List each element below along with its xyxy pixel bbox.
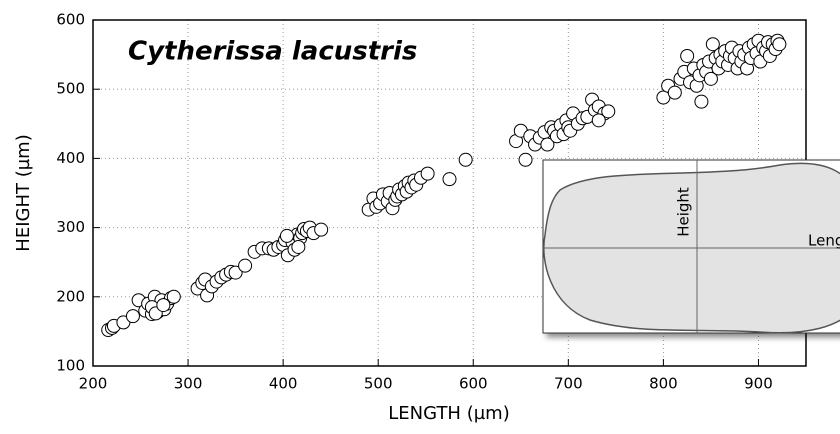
point [601, 104, 616, 119]
point [772, 37, 787, 52]
point [442, 172, 457, 187]
y-tick-label: 100 [56, 357, 85, 375]
chart-title: Cytherissa lacustris [128, 37, 417, 67]
x-tick-label: 300 [174, 375, 203, 393]
point [703, 71, 718, 86]
x-tick-label: 700 [554, 375, 583, 393]
point [705, 37, 720, 52]
x-tick-label: 900 [744, 375, 773, 393]
point [518, 152, 533, 167]
y-tick-label: 200 [56, 287, 85, 305]
y-tick-label: 400 [56, 149, 85, 167]
point [420, 166, 435, 181]
y-axis-label: HEIGHT (µm) [13, 134, 34, 251]
point [314, 222, 329, 237]
x-tick-label: 600 [459, 375, 488, 393]
point [279, 228, 294, 243]
x-axis-label: LENGTH (µm) [388, 403, 509, 424]
point [680, 48, 695, 63]
point [591, 113, 606, 128]
y-tick-label: 300 [56, 218, 85, 236]
x-tick-label: 400 [269, 375, 298, 393]
point [458, 152, 473, 167]
point [694, 94, 709, 109]
x-tick-label: 800 [649, 375, 678, 393]
y-tick-label: 600 [56, 11, 85, 29]
x-tick-label: 200 [79, 375, 108, 393]
point [540, 137, 555, 152]
point [228, 265, 243, 280]
point [238, 258, 253, 273]
point [125, 309, 140, 324]
point [667, 85, 682, 100]
x-tick-label: 500 [364, 375, 393, 393]
height-label: Height [675, 187, 693, 237]
inset: Height Length [542, 159, 840, 334]
point [166, 289, 181, 304]
y-tick-label: 500 [56, 80, 85, 98]
point [156, 298, 171, 313]
length-label: Length [808, 232, 840, 250]
point [291, 239, 306, 254]
